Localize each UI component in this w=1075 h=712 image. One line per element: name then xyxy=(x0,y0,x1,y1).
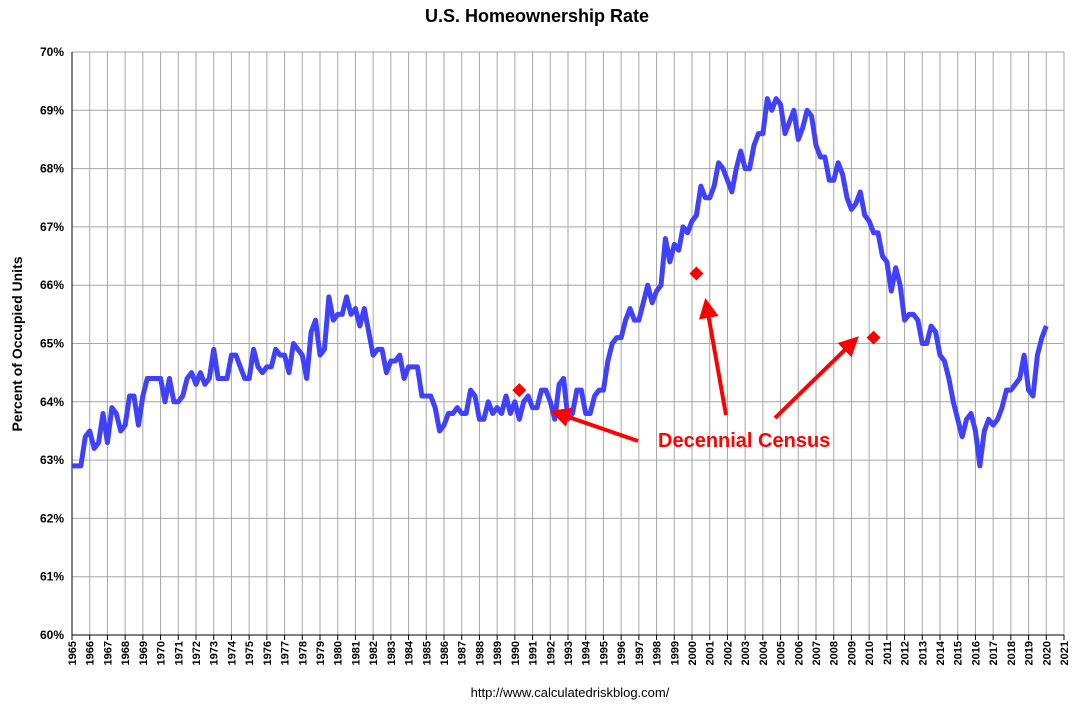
arrow xyxy=(773,336,859,420)
y-tick-label: 62% xyxy=(40,511,64,525)
x-tick-label: 1981 xyxy=(350,641,362,665)
x-tick-label: 1968 xyxy=(120,641,132,665)
census-point xyxy=(512,383,527,398)
x-tick-label: 1995 xyxy=(598,641,610,665)
y-tick-label: 67% xyxy=(40,220,64,234)
x-tick-label: 1977 xyxy=(280,641,292,665)
x-tick-label: 1984 xyxy=(404,640,416,665)
x-tick-label: 2020 xyxy=(1041,641,1053,665)
x-tick-label: 1969 xyxy=(138,641,150,665)
x-tick-label: 1990 xyxy=(510,641,522,665)
x-tick-label: 2005 xyxy=(776,641,788,665)
series-line xyxy=(72,96,1049,469)
x-tick-label: 1987 xyxy=(457,641,469,665)
y-tick-label: 68% xyxy=(40,162,64,176)
x-tick-label: 2006 xyxy=(793,641,805,665)
y-tick-label: 61% xyxy=(40,570,64,584)
x-tick-label: 2016 xyxy=(970,641,982,665)
y-tick-label: 69% xyxy=(40,103,64,117)
x-tick-label: 1998 xyxy=(652,641,664,665)
x-tick-label: 1979 xyxy=(315,641,327,665)
x-tick-label: 1971 xyxy=(173,641,185,665)
arrow xyxy=(698,298,728,416)
x-tick-label: 2021 xyxy=(1059,641,1071,665)
x-tick-label: 2015 xyxy=(953,641,965,665)
census-point xyxy=(689,266,704,281)
y-axis-label: Percent of Occupied Units xyxy=(9,256,25,431)
x-tick-label: 1989 xyxy=(492,641,504,665)
x-tick-label: 2000 xyxy=(687,641,699,665)
x-tick-label: 1996 xyxy=(616,641,628,665)
y-tick-label: 63% xyxy=(40,453,64,467)
x-tick-label: 1972 xyxy=(191,641,203,665)
plot xyxy=(72,96,1049,469)
census-point xyxy=(866,330,881,345)
x-tick-label: 1974 xyxy=(226,640,238,665)
x-tick-label: 1985 xyxy=(421,641,433,665)
x-tick-label: 1980 xyxy=(333,641,345,665)
x-tick-label: 1965 xyxy=(67,641,79,665)
x-tick-label: 1992 xyxy=(545,641,557,665)
x-tick-label: 1994 xyxy=(581,640,593,665)
x-tick-label: 1999 xyxy=(669,641,681,665)
x-tick-label: 1976 xyxy=(262,641,274,665)
x-tick-label: 1973 xyxy=(209,641,221,665)
annotation: Decennial Census xyxy=(658,430,830,452)
x-tick-label: 1982 xyxy=(368,641,380,665)
x-tick-label: 2004 xyxy=(758,640,770,665)
x-tick-label: 2010 xyxy=(864,641,876,665)
x-tick-label: 1986 xyxy=(439,641,451,665)
x-tick-label: 1975 xyxy=(244,641,256,665)
x-tick-label: 2001 xyxy=(705,641,717,665)
x-tick-label: 1966 xyxy=(85,641,97,665)
source: http://www.calculatedriskblog.com/ xyxy=(471,685,670,700)
x-tick-label: 1983 xyxy=(386,641,398,665)
x-tick-label: 2013 xyxy=(917,641,929,665)
x-tick-label: 2003 xyxy=(740,641,752,665)
x-tick-label: 1970 xyxy=(156,641,168,665)
y-tick-label: 64% xyxy=(40,395,64,409)
x-tick-label: 2014 xyxy=(935,640,947,665)
arrow xyxy=(550,407,639,443)
x-tick-label: 1991 xyxy=(528,641,540,665)
x-tick-label: 1997 xyxy=(634,641,646,665)
chart-title: U.S. Homeownership Rate xyxy=(425,6,649,26)
x-tick-label: 2007 xyxy=(811,641,823,665)
x-tick-label: 2019 xyxy=(1024,641,1036,665)
x-tick-label: 1978 xyxy=(297,641,309,665)
x-tick-label: 2002 xyxy=(722,641,734,665)
x-tick-label: 2018 xyxy=(1006,641,1018,665)
y-tick-label: 66% xyxy=(40,278,64,292)
x-tick-label: 2011 xyxy=(882,641,894,665)
x-tick-label: 2009 xyxy=(846,641,858,665)
x-tick-label: 2012 xyxy=(900,641,912,665)
y-tick-label: 70% xyxy=(40,45,64,59)
x-tick-label: 1967 xyxy=(102,641,114,665)
y-tick-label: 65% xyxy=(40,337,64,351)
x-tick-label: 1988 xyxy=(474,641,486,665)
x-tick-label: 2008 xyxy=(829,641,841,665)
x-tick-label: 2017 xyxy=(988,641,1000,665)
y-tick-label: 60% xyxy=(40,628,64,642)
x-tick-label: 1993 xyxy=(563,641,575,665)
